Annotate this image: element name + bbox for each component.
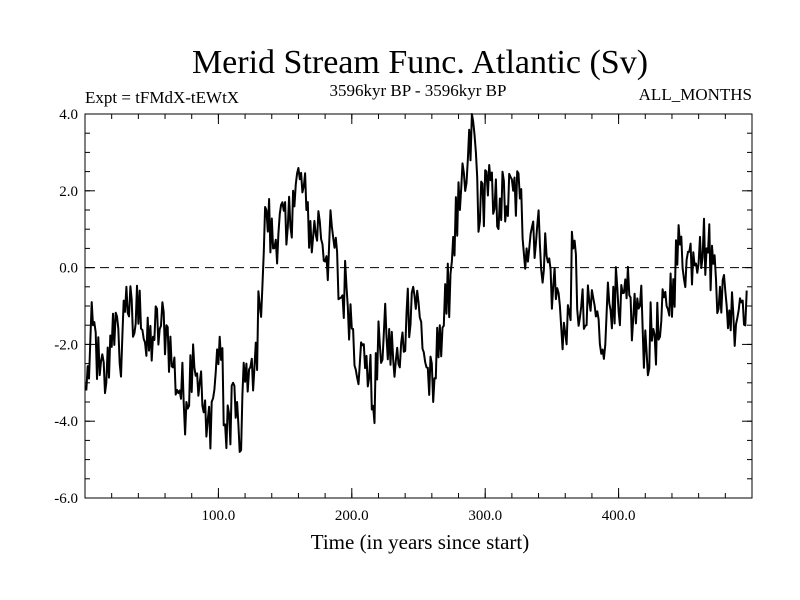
x-tick-label: 300.0: [468, 508, 502, 524]
y-tick-label: 4.0: [59, 107, 78, 123]
y-tick-label: -6.0: [54, 491, 78, 507]
months-label: ALL_MONTHS: [639, 85, 752, 104]
y-tick-label: -2.0: [54, 337, 78, 353]
x-axis: 100.0 200.0 300.0 400.0: [111, 114, 726, 524]
y-tick-label: 2.0: [59, 184, 78, 200]
chart-title: Merid Stream Func. Atlantic (Sv): [192, 44, 648, 81]
period-label: 3596kyr BP - 3596kyr BP: [330, 81, 507, 100]
experiment-label: Expt = tFMdX-tEWtX: [85, 88, 239, 107]
series-line: [85, 113, 748, 453]
x-tick-label: 400.0: [602, 508, 636, 524]
x-axis-label: Time (in years since start): [311, 530, 530, 554]
y-tick-label: -4.0: [54, 414, 78, 430]
y-tick-label: 0.0: [59, 261, 78, 277]
x-tick-label: 200.0: [335, 508, 369, 524]
x-tick-label: 100.0: [202, 508, 236, 524]
y-axis: -6.0 -4.0 -2.0 0.0 2.0 4.0: [54, 107, 752, 507]
